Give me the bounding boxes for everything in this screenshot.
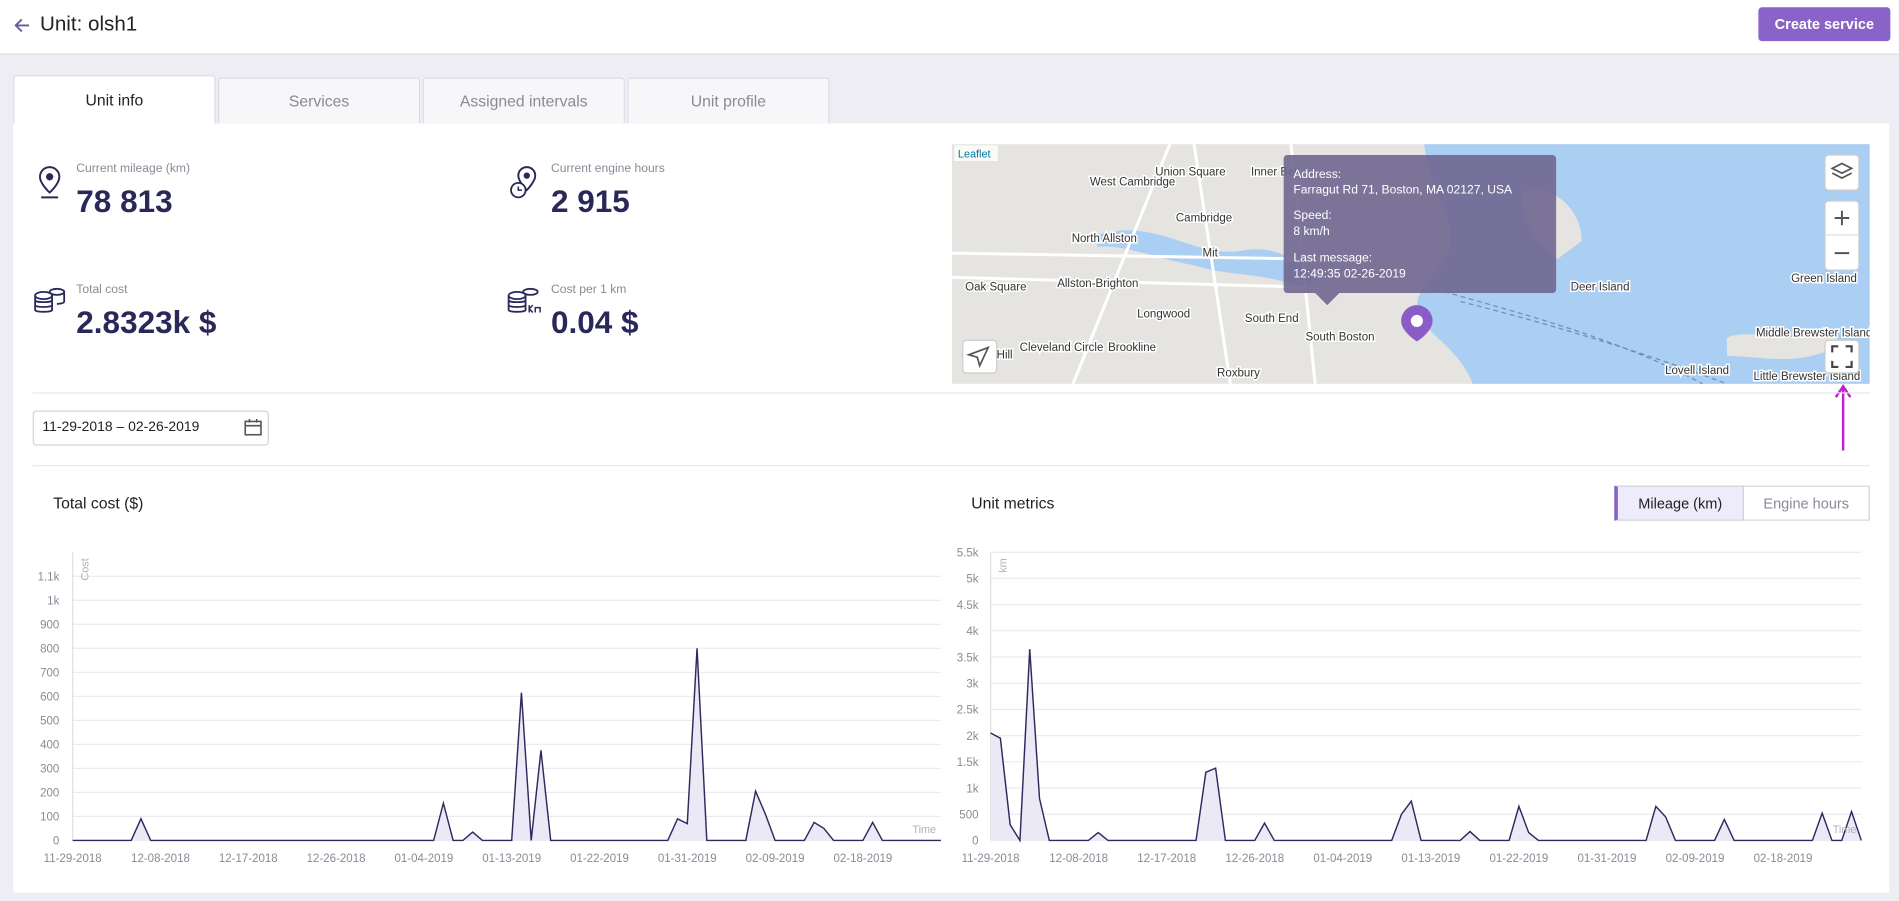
map-place: South Boston [1305, 331, 1374, 343]
date-range-picker[interactable]: 11-29-2018 – 02-26-2019 [33, 411, 269, 446]
engine-hours-icon [509, 165, 540, 201]
map-place: Deer Island [1571, 282, 1630, 294]
stat-label: Current mileage (km) [76, 162, 190, 175]
tooltip-label: Address: [1293, 167, 1341, 181]
map-place: Lovell Island [1665, 365, 1729, 377]
tab[interactable]: Unit profile [627, 78, 829, 124]
chart-title: Total cost ($) [53, 494, 143, 512]
locate-control[interactable] [963, 340, 997, 373]
tooltip-value: 12:49:35 02-26-2019 [1293, 266, 1406, 280]
cost-icon [33, 286, 67, 320]
map-place: Longwood [1137, 308, 1190, 320]
map-place: South End [1245, 313, 1299, 325]
map-attribution[interactable]: Leaflet [958, 148, 991, 160]
fullscreen-control[interactable] [1825, 340, 1859, 373]
divider [33, 465, 1870, 466]
map-place: Mit [1203, 248, 1219, 260]
tab[interactable]: Assigned intervals [423, 78, 625, 124]
tooltip-value: 8 km/h [1293, 224, 1329, 238]
stat-value: 0.04 $ [551, 304, 639, 342]
stat-value: 2.8323k $ [76, 304, 216, 342]
stat-label: Total cost [76, 283, 127, 296]
mileage-icon [34, 165, 65, 201]
tooltip-label: Speed: [1293, 208, 1331, 222]
map-place: Roxbury [1217, 368, 1260, 380]
divider [33, 392, 1870, 393]
stat-label: Cost per 1 km [551, 283, 626, 296]
toggle-button[interactable]: Mileage (km) [1614, 486, 1744, 521]
calendar-icon[interactable] [243, 418, 262, 437]
zoom-control[interactable] [1825, 201, 1859, 270]
cost-per-km-icon [506, 286, 542, 320]
tooltip-value: Farragut Rd 71, Boston, MA 02127, USA [1293, 183, 1513, 197]
chart-title: Unit metrics [971, 494, 1054, 512]
map-place: Green Island [1791, 273, 1857, 285]
map-place: North Allston [1072, 233, 1137, 245]
stat-value: 2 915 [551, 183, 630, 221]
map[interactable]: Leaflet West CambridgeUnion SquareInner … [952, 144, 1870, 384]
stat-value: 78 813 [76, 183, 172, 221]
map-place: Hill [997, 349, 1013, 361]
map-place: Cambridge [1176, 213, 1232, 225]
map-place: Oak Square [965, 282, 1026, 294]
layers-control[interactable] [1825, 155, 1859, 190]
map-place: Brookline [1108, 342, 1156, 354]
header: Unit: olsh1 Create service [0, 0, 1899, 54]
toggle-button[interactable]: Engine hours [1743, 486, 1870, 521]
map-place: Allston-Brighton [1057, 278, 1138, 290]
tooltip-label: Last message: [1293, 251, 1372, 265]
page-title: Unit: olsh1 [40, 12, 137, 36]
tab[interactable]: Services [218, 78, 420, 124]
back-arrow[interactable] [12, 16, 31, 35]
map-place: Cleveland Circle [1020, 342, 1104, 354]
map-place: Middle Brewster Island [1756, 328, 1870, 340]
create-service-button[interactable]: Create service [1758, 7, 1890, 41]
map-place: Union Square [1155, 167, 1225, 179]
tab[interactable]: Unit info [13, 75, 215, 123]
stat-label: Current engine hours [551, 162, 665, 175]
